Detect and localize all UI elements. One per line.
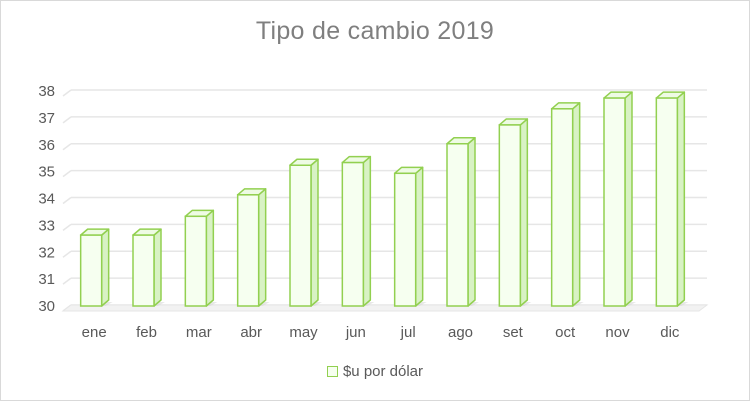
bar-side bbox=[414, 166, 424, 307]
bar bbox=[132, 234, 155, 307]
gridline-edge bbox=[62, 170, 72, 178]
bar-side bbox=[100, 228, 110, 307]
bar-side bbox=[362, 155, 372, 307]
y-tick-label: 31 bbox=[38, 271, 55, 288]
x-tick-label: abr bbox=[240, 324, 262, 341]
gridline-edge bbox=[62, 116, 72, 124]
x-tick-label: feb bbox=[136, 324, 157, 341]
gridline-edge bbox=[62, 143, 72, 151]
bar-side bbox=[467, 137, 476, 307]
y-tick-label: 30 bbox=[38, 298, 55, 315]
chart-floor bbox=[61, 304, 709, 312]
bar-side bbox=[676, 91, 686, 307]
bar bbox=[498, 124, 522, 307]
bar bbox=[289, 164, 312, 307]
x-tick-label: set bbox=[503, 324, 524, 341]
legend-label: $u por dólar bbox=[342, 363, 424, 380]
y-tick-label: 32 bbox=[38, 244, 55, 261]
y-tick-label: 35 bbox=[38, 164, 55, 181]
legend-swatch bbox=[326, 366, 338, 377]
chart-title: Tipo de cambio 2019 bbox=[255, 17, 495, 45]
bar-side bbox=[519, 118, 529, 307]
bar bbox=[655, 97, 679, 307]
bar bbox=[446, 143, 469, 307]
bar bbox=[236, 194, 260, 307]
gridline-edge bbox=[62, 89, 72, 97]
bar bbox=[393, 172, 417, 307]
y-tick-label: 38 bbox=[38, 83, 55, 100]
bar-side bbox=[624, 91, 633, 307]
bar-side bbox=[205, 209, 215, 307]
y-tick-label: 33 bbox=[38, 217, 55, 234]
bar bbox=[550, 108, 574, 307]
x-tick-label: may bbox=[289, 324, 318, 341]
x-tick-label: jun bbox=[345, 324, 366, 341]
bar bbox=[184, 215, 208, 307]
y-tick-label: 36 bbox=[38, 137, 55, 154]
gridline-edge bbox=[62, 250, 72, 258]
bar-side bbox=[153, 228, 162, 307]
x-tick-label: oct bbox=[555, 324, 576, 341]
x-tick-label: jul bbox=[400, 324, 416, 341]
legend: $u por dólar bbox=[1, 363, 749, 380]
gridline-edge bbox=[62, 196, 72, 205]
bar-side bbox=[571, 102, 581, 307]
x-tick-label: ene bbox=[82, 324, 107, 341]
bar bbox=[341, 161, 365, 307]
x-tick-label: ago bbox=[448, 324, 473, 341]
gridline-edge bbox=[62, 223, 72, 231]
x-tick-label: dic bbox=[660, 324, 680, 341]
bar-side bbox=[310, 158, 319, 307]
gridline-edge bbox=[62, 277, 72, 285]
bar bbox=[603, 97, 626, 307]
x-tick-label: nov bbox=[605, 324, 630, 341]
y-tick-label: 37 bbox=[38, 110, 55, 127]
bar bbox=[79, 234, 103, 307]
x-tick-label: mar bbox=[186, 324, 212, 341]
y-tick-label: 34 bbox=[38, 191, 55, 208]
bar-side bbox=[257, 188, 267, 307]
